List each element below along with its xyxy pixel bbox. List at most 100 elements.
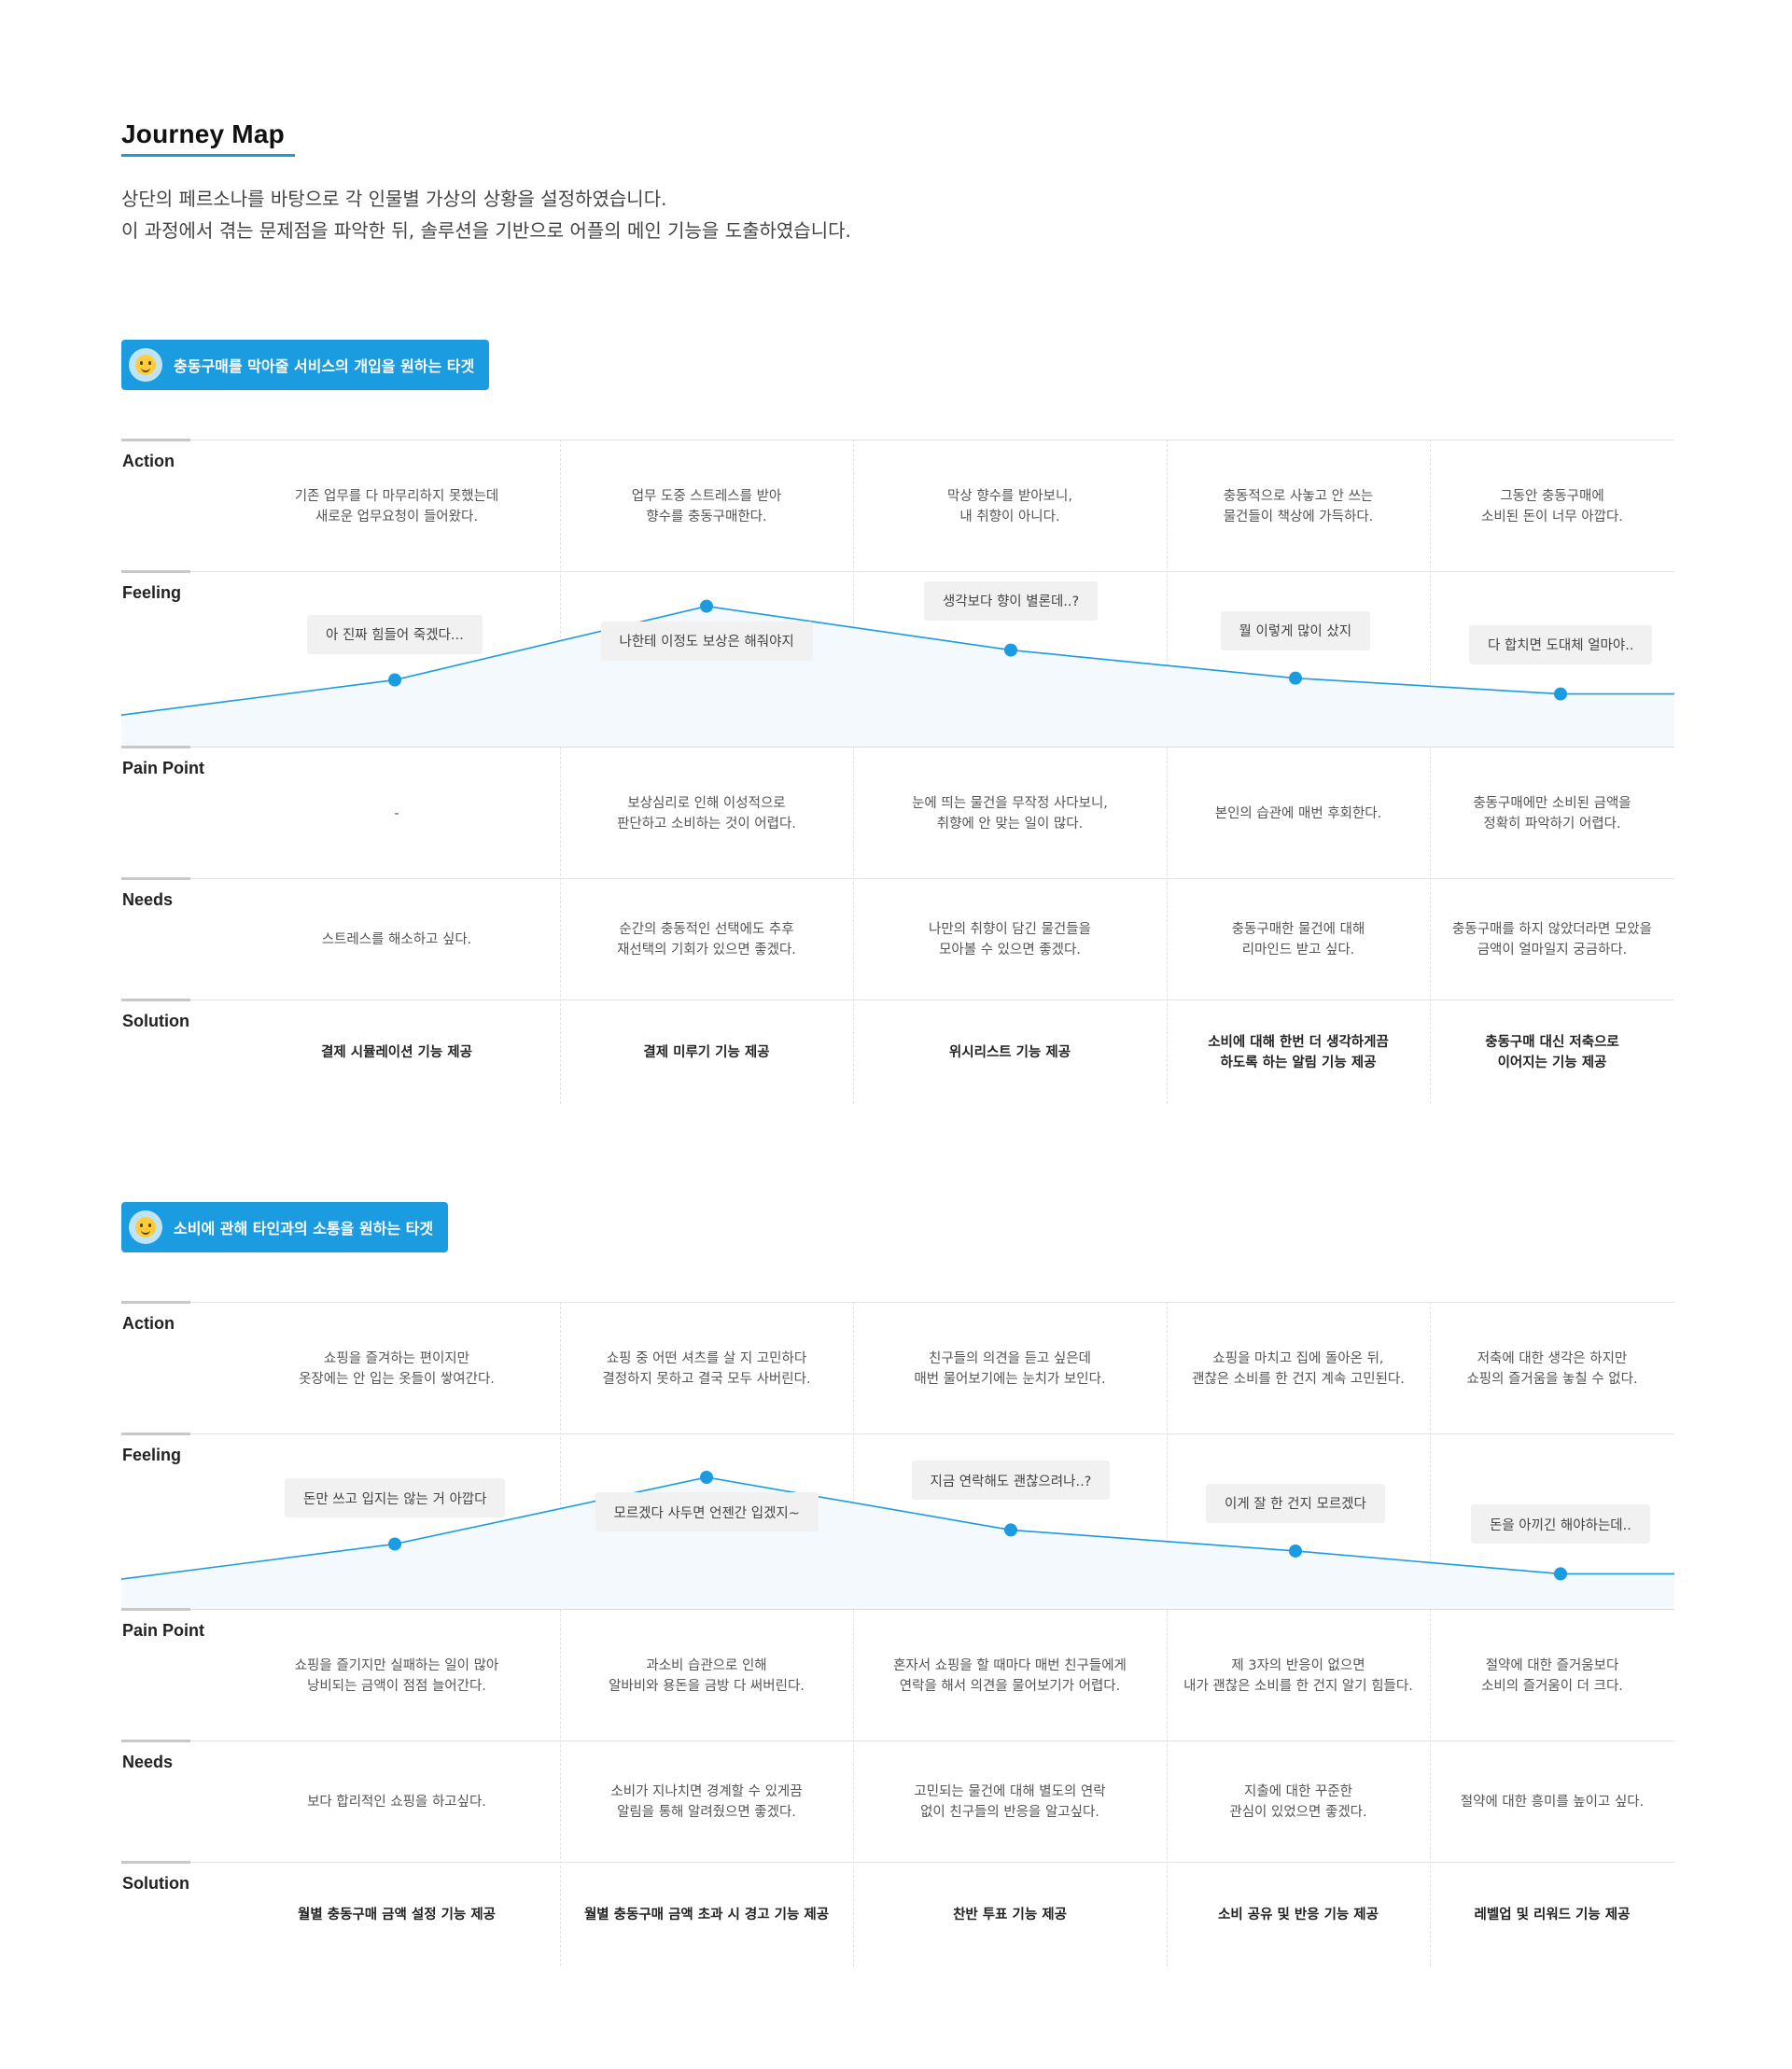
title-underline [121, 154, 295, 157]
journey-grid: Action 쇼핑을 즐겨하는 편이지만 옷장에는 안 입는 옷들이 쌓여간다. 쇼… [121, 1301, 1674, 1967]
journey-map-section: 충동구매를 막아줄 서비스의 개입을 원하는 타겟 Action 기존 업무를 다 … [121, 340, 1674, 1105]
row-solution: Solution 결제 시뮬레이션 기능 제공 결제 미루기 기능 제공 위시리스트 … [121, 999, 1674, 1105]
pain-point-cell: 보상심리로 인해 이성적으로 판단하고 소비하는 것이 어렵다. [560, 748, 853, 879]
needs-text: 충동구매한 물건에 대해 리마인드 받고 싶다. [1231, 922, 1365, 958]
pain-point-cell: 절약에 대한 즐거움보다 소비의 즐거움이 더 크다. [1430, 1610, 1674, 1741]
target-label: 충동구매를 막아줄 서비스의 개입을 원하는 타겟 [174, 357, 475, 375]
row-action: Action 기존 업무를 다 마무리하지 못했는데 새로운 업무요청이 들어왔다… [121, 439, 1674, 572]
column-divider [853, 1302, 854, 1966]
row-marker [121, 1433, 190, 1435]
solution-cell: 소비에 대해 한번 더 생각하게끔 하도록 하는 알림 기능 제공 [1167, 1000, 1430, 1105]
needs-text: 스트레스를 해소하고 싶다. [321, 932, 472, 947]
pain-point-cell: 혼자서 쇼핑을 할 때마다 매번 친구들에게 연락을 해서 의견을 물어보기가 … [853, 1610, 1167, 1741]
feeling-point [1554, 1567, 1567, 1581]
row-label: Pain Point [122, 759, 205, 777]
row-feeling: Feeling [121, 570, 1674, 748]
pain-point-cell: 눈에 띄는 물건을 무작정 사다보니, 취향에 안 맞는 일이 많다. [853, 748, 1167, 879]
feeling-bubble: 돈만 쓰고 입지는 않는 거 아깝다 [285, 1478, 506, 1518]
needs-cell: 절약에 대한 흥미를 높이고 싶다. [1430, 1741, 1674, 1863]
action-text: 기존 업무를 다 마무리하지 못했는데 새로운 업무요청이 들어왔다. [294, 488, 499, 524]
face-shape [135, 355, 156, 375]
feeling-area [121, 1477, 1674, 1609]
feeling-curve-chart [121, 599, 1674, 747]
solution-cell: 월별 충동구매 금액 초과 시 경고 기능 제공 [560, 1863, 853, 1967]
action-text: 쇼핑을 마치고 집에 돌아온 뒤, 괜찮은 소비를 한 건지 계속 고민된다. [1192, 1350, 1405, 1387]
pain-point-text: 보상심리로 인해 이성적으로 판단하고 소비하는 것이 어렵다. [617, 795, 796, 832]
row-action: Action 쇼핑을 즐겨하는 편이지만 옷장에는 안 입는 옷들이 쌓여간다. 쇼… [121, 1301, 1674, 1434]
feeling-bubble: 나한테 이정도 보상은 해줘야지 [600, 621, 813, 661]
column-divider [560, 1302, 561, 1966]
row-needs: Needs 스트레스를 해소하고 싶다. 순간의 충동적인 선택에도 추후 재선택의… [121, 877, 1674, 1000]
pain-point-cell: 본인의 습관에 매번 후회한다. [1167, 748, 1430, 879]
solution-text: 충동구매 대신 저축으로 이어지는 기능 제공 [1485, 1035, 1619, 1070]
needs-cell: 나만의 취향이 담긴 물건들을 모아볼 수 있으면 좋겠다. [853, 879, 1167, 1000]
row-marker [121, 1861, 190, 1864]
intro-line: 상단의 페르소나를 바탕으로 각 인물별 가상의 상황을 설정하였습니다. [121, 188, 667, 210]
target-badge: 소비에 관해 타인과의 소통을 원하는 타겟 [121, 1202, 449, 1252]
action-text: 저축에 대한 생각은 하지만 쇼핑의 즐거움을 놓칠 수 없다. [1466, 1350, 1638, 1387]
row-label: Pain Point [122, 1621, 205, 1640]
pain-point-text: 눈에 띄는 물건을 무작정 사다보니, 취향에 안 맞는 일이 많다. [912, 795, 1108, 832]
feeling-point [1004, 1523, 1017, 1537]
pain-point-text: - [394, 805, 399, 821]
action-text: 쇼핑 중 어떤 셔츠를 살 지 고민하다 결정하지 못하고 결국 모두 사버린다… [602, 1350, 811, 1387]
feeling-point [1289, 671, 1302, 685]
row-marker [121, 1740, 190, 1742]
column-divider [853, 440, 854, 1104]
needs-text: 보다 합리적인 쇼핑을 하고싶다. [307, 1795, 486, 1810]
action-cell: 친구들의 의견을 듣고 싶은데 매번 물어보기에는 눈치가 보인다. [853, 1303, 1167, 1434]
row-label: Feeling [122, 583, 182, 602]
feeling-area [121, 606, 1674, 747]
row-marker [121, 746, 190, 748]
row-marker [121, 999, 190, 1001]
needs-cell: 고민되는 물건에 대해 별도의 연락 없이 친구들의 반응을 알고싶다. [853, 1741, 1167, 1863]
feeling-point [388, 673, 401, 687]
row-label: Action [122, 452, 175, 470]
pain-point-text: 쇼핑을 즐기지만 실패하는 일이 많아 낭비되는 금액이 점점 늘어간다. [294, 1657, 499, 1694]
solution-cell: 결제 시뮬레이션 기능 제공 [233, 1000, 560, 1105]
action-text: 업무 도중 스트레스를 받아 향수를 충동구매한다. [631, 488, 782, 524]
row-feeling: Feeling [121, 1433, 1674, 1610]
solution-text: 결제 미루기 기능 제공 [643, 1045, 770, 1060]
row-marker [121, 570, 190, 573]
needs-cell: 스트레스를 해소하고 싶다. [233, 879, 560, 1000]
row-label: Needs [122, 890, 174, 909]
row-label: Solution [122, 1012, 189, 1030]
needs-cell: 순간의 충동적인 선택에도 추후 재선택의 기회가 있으면 좋겠다. [560, 879, 853, 1000]
face-shape [135, 1217, 156, 1237]
action-cell: 쇼핑 중 어떤 셔츠를 살 지 고민하다 결정하지 못하고 결국 모두 사버린다… [560, 1303, 853, 1434]
column-divider [1167, 1302, 1168, 1966]
solution-text: 위시리스트 기능 제공 [948, 1045, 1071, 1060]
action-cell: 충동적으로 사놓고 안 쓰는 물건들이 책상에 가득하다. [1167, 440, 1430, 572]
action-text: 친구들의 의견을 듣고 싶은데 매번 물어보기에는 눈치가 보인다. [914, 1350, 1106, 1387]
solution-text: 레벨업 및 리워드 기능 제공 [1474, 1908, 1631, 1922]
action-text: 막상 향수를 받아보니, 내 취향이 아니다. [947, 488, 1072, 524]
solution-text: 월별 충동구매 금액 설정 기능 제공 [298, 1908, 496, 1922]
pain-point-cell: 제 3자의 반응이 없으면 내가 괜찮은 소비를 한 건지 알기 힘들다. [1167, 1610, 1430, 1741]
row-marker [121, 439, 190, 441]
feeling-point [1554, 687, 1567, 701]
feeling-bubble: 이게 잘 한 건지 모르겠다 [1206, 1483, 1385, 1523]
needs-text: 충동구매를 하지 않았더라면 모았을 금액이 얼마일지 궁금하다. [1452, 922, 1652, 958]
solution-text: 소비에 대해 한번 더 생각하게끔 하도록 하는 알림 기능 제공 [1208, 1035, 1389, 1070]
pain-point-text: 충동구매에만 소비된 금액을 정확히 파악하기 어렵다. [1473, 795, 1631, 832]
needs-cell: 충동구매한 물건에 대해 리마인드 받고 싶다. [1167, 879, 1430, 1000]
pain-point-text: 절약에 대한 즐거움보다 소비의 즐거움이 더 크다. [1481, 1657, 1623, 1694]
needs-text: 나만의 취향이 담긴 물건들을 모아볼 수 있으면 좋겠다. [929, 922, 1091, 958]
pain-point-cell: - [233, 748, 560, 879]
row-marker [121, 1608, 190, 1611]
feeling-bubble: 모르겠다 사두면 언젠간 입겠지~ [595, 1492, 819, 1531]
solution-cell: 위시리스트 기능 제공 [853, 1000, 1167, 1105]
action-cell: 기존 업무를 다 마무리하지 못했는데 새로운 업무요청이 들어왔다. [233, 440, 560, 572]
feeling-bubble: 다 합치면 도대체 얼마야.. [1469, 624, 1653, 664]
solution-text: 찬반 투표 기능 제공 [953, 1908, 1067, 1922]
needs-cell: 소비가 지나치면 경계할 수 있게끔 알림을 통해 알려줬으면 좋겠다. [560, 1741, 853, 1863]
feeling-curve-chart [121, 1471, 1674, 1609]
pain-point-text: 혼자서 쇼핑을 할 때마다 매번 친구들에게 연락을 해서 의견을 물어보기가 … [893, 1657, 1127, 1694]
action-cell: 막상 향수를 받아보니, 내 취향이 아니다. [853, 440, 1167, 572]
needs-text: 순간의 충동적인 선택에도 추후 재선택의 기회가 있으면 좋겠다. [617, 922, 796, 958]
feeling-bubble: 아 진짜 힘들어 죽겠다... [307, 614, 483, 654]
journey-map-section: 소비에 관해 타인과의 소통을 원하는 타겟 Action 쇼핑을 즐겨하는 편이지… [121, 1202, 1674, 1967]
column-divider [1430, 1302, 1431, 1966]
intro-text: 상단의 페르소나를 바탕으로 각 인물별 가상의 상황을 설정하였습니다. 이 … [121, 183, 851, 246]
